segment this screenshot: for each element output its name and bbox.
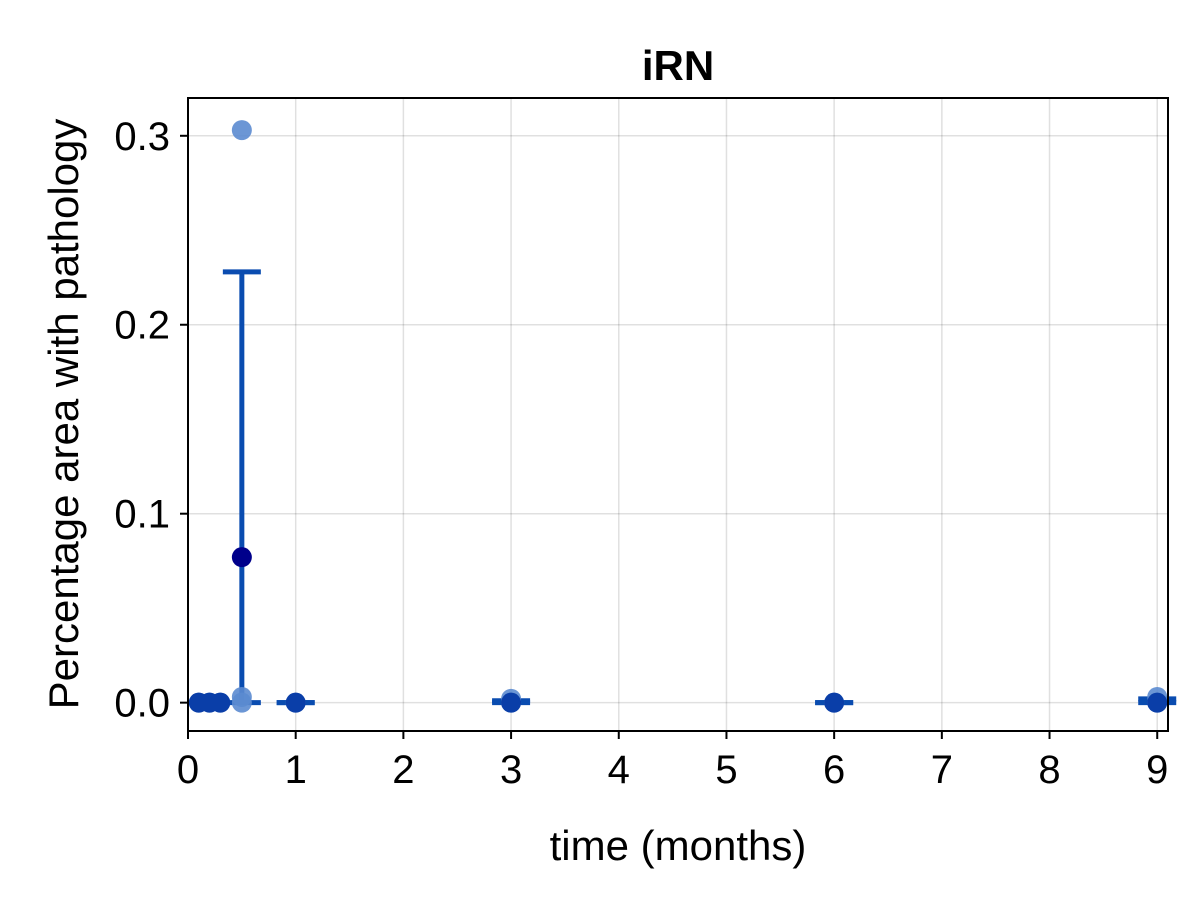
mean-marker (231, 547, 252, 568)
x-tick-label: 8 (1038, 748, 1060, 792)
y-tick-label: 0.2 (114, 304, 170, 348)
x-tick-label: 0 (177, 748, 199, 792)
x-tick-labels: 0 1 2 3 4 5 6 7 8 9 (177, 731, 1168, 792)
grid (187, 98, 1168, 731)
plot-frame (187, 97, 1169, 732)
x-tick-label: 1 (285, 748, 307, 792)
chart-title: iRN (642, 42, 714, 89)
data-point (231, 120, 252, 141)
error-bars (222, 269, 1177, 706)
mean-marker (824, 692, 845, 713)
mean-marker (210, 692, 231, 713)
mean-marker (285, 692, 306, 713)
x-tick-label: 6 (823, 748, 845, 792)
y-tick-label: 0.0 (114, 682, 170, 726)
y-tick-labels: 0.0 0.1 0.2 0.3 (114, 115, 188, 726)
x-tick-label: 9 (1146, 748, 1168, 792)
data-point (231, 692, 252, 713)
y-axis-label: Percentage area with pathology (40, 119, 87, 710)
x-tick-label: 7 (931, 748, 953, 792)
x-tick-label: 4 (608, 748, 630, 792)
x-tick-label: 5 (715, 748, 737, 792)
mean-markers (188, 547, 1168, 713)
mean-marker (1147, 692, 1168, 713)
data-points (188, 120, 1168, 713)
x-axis-label: time (months) (550, 822, 807, 869)
y-tick-label: 0.1 (114, 493, 170, 537)
x-tick-label: 2 (392, 748, 414, 792)
x-tick-label: 3 (500, 748, 522, 792)
mean-marker (501, 692, 522, 713)
y-tick-label: 0.3 (114, 115, 170, 159)
